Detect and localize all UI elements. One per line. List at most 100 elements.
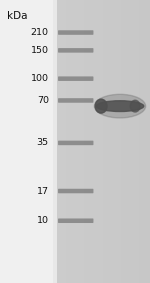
- FancyBboxPatch shape: [58, 76, 93, 81]
- Bar: [91, 0, 92, 283]
- Bar: [85, 0, 86, 283]
- Bar: [131, 0, 132, 283]
- Ellipse shape: [96, 101, 144, 112]
- Bar: [129, 0, 130, 283]
- Bar: [141, 0, 142, 283]
- Text: 10: 10: [37, 216, 49, 225]
- Bar: [115, 0, 116, 283]
- Bar: [142, 0, 143, 283]
- Bar: [78, 0, 79, 283]
- Bar: [83, 0, 84, 283]
- Bar: [104, 0, 105, 283]
- Text: 70: 70: [37, 96, 49, 105]
- Bar: [58, 0, 59, 283]
- Bar: [98, 0, 99, 283]
- Bar: [75, 0, 76, 283]
- Bar: [143, 0, 144, 283]
- Bar: [70, 0, 71, 283]
- Bar: [136, 0, 137, 283]
- Bar: [118, 0, 119, 283]
- Bar: [114, 0, 115, 283]
- Bar: [86, 0, 87, 283]
- Bar: [138, 0, 139, 283]
- FancyBboxPatch shape: [58, 98, 93, 103]
- Bar: [128, 0, 129, 283]
- Bar: [96, 0, 97, 283]
- Bar: [103, 0, 104, 283]
- Bar: [101, 0, 102, 283]
- Ellipse shape: [130, 100, 140, 112]
- Bar: [130, 0, 131, 283]
- Bar: [63, 0, 64, 283]
- Bar: [111, 0, 112, 283]
- Bar: [145, 0, 146, 283]
- Bar: [139, 0, 140, 283]
- FancyBboxPatch shape: [58, 48, 93, 53]
- Bar: [112, 0, 113, 283]
- Bar: [88, 0, 89, 283]
- Bar: [105, 0, 106, 283]
- Bar: [107, 0, 108, 283]
- Bar: [103, 0, 104, 283]
- Text: 17: 17: [37, 186, 49, 196]
- Bar: [61, 0, 62, 283]
- Bar: [110, 0, 111, 283]
- Bar: [148, 0, 149, 283]
- Bar: [74, 0, 75, 283]
- Text: 210: 210: [31, 28, 49, 37]
- Bar: [133, 0, 134, 283]
- FancyBboxPatch shape: [0, 0, 53, 283]
- Bar: [132, 0, 133, 283]
- Bar: [126, 0, 127, 283]
- FancyBboxPatch shape: [58, 141, 93, 145]
- Bar: [76, 0, 77, 283]
- Bar: [93, 0, 94, 283]
- Bar: [117, 0, 118, 283]
- Bar: [87, 0, 88, 283]
- Bar: [89, 0, 90, 283]
- Bar: [72, 0, 73, 283]
- Bar: [121, 0, 122, 283]
- Bar: [68, 0, 69, 283]
- Bar: [65, 0, 66, 283]
- Bar: [67, 0, 68, 283]
- Bar: [149, 0, 150, 283]
- Bar: [71, 0, 72, 283]
- Bar: [127, 0, 128, 283]
- Bar: [80, 0, 81, 283]
- Bar: [90, 0, 91, 283]
- Bar: [66, 0, 67, 283]
- Bar: [102, 0, 103, 283]
- Bar: [119, 0, 120, 283]
- Text: kDa: kDa: [8, 10, 28, 21]
- Bar: [122, 0, 123, 283]
- Bar: [94, 0, 95, 283]
- Text: 100: 100: [31, 74, 49, 83]
- Bar: [124, 0, 125, 283]
- Bar: [113, 0, 114, 283]
- Bar: [106, 0, 107, 283]
- Ellipse shape: [94, 94, 146, 118]
- Bar: [108, 0, 109, 283]
- FancyBboxPatch shape: [58, 189, 93, 193]
- Bar: [120, 0, 121, 283]
- Bar: [116, 0, 117, 283]
- Bar: [92, 0, 93, 283]
- Bar: [62, 0, 63, 283]
- FancyBboxPatch shape: [58, 30, 93, 35]
- Bar: [109, 0, 110, 283]
- Bar: [140, 0, 141, 283]
- Text: 35: 35: [37, 138, 49, 147]
- Bar: [146, 0, 147, 283]
- Bar: [59, 0, 60, 283]
- Bar: [69, 0, 70, 283]
- Bar: [77, 0, 78, 283]
- Bar: [123, 0, 124, 283]
- Bar: [81, 0, 82, 283]
- FancyBboxPatch shape: [58, 218, 93, 223]
- Bar: [84, 0, 85, 283]
- Bar: [144, 0, 145, 283]
- Text: 150: 150: [31, 46, 49, 55]
- Bar: [134, 0, 135, 283]
- Bar: [95, 0, 96, 283]
